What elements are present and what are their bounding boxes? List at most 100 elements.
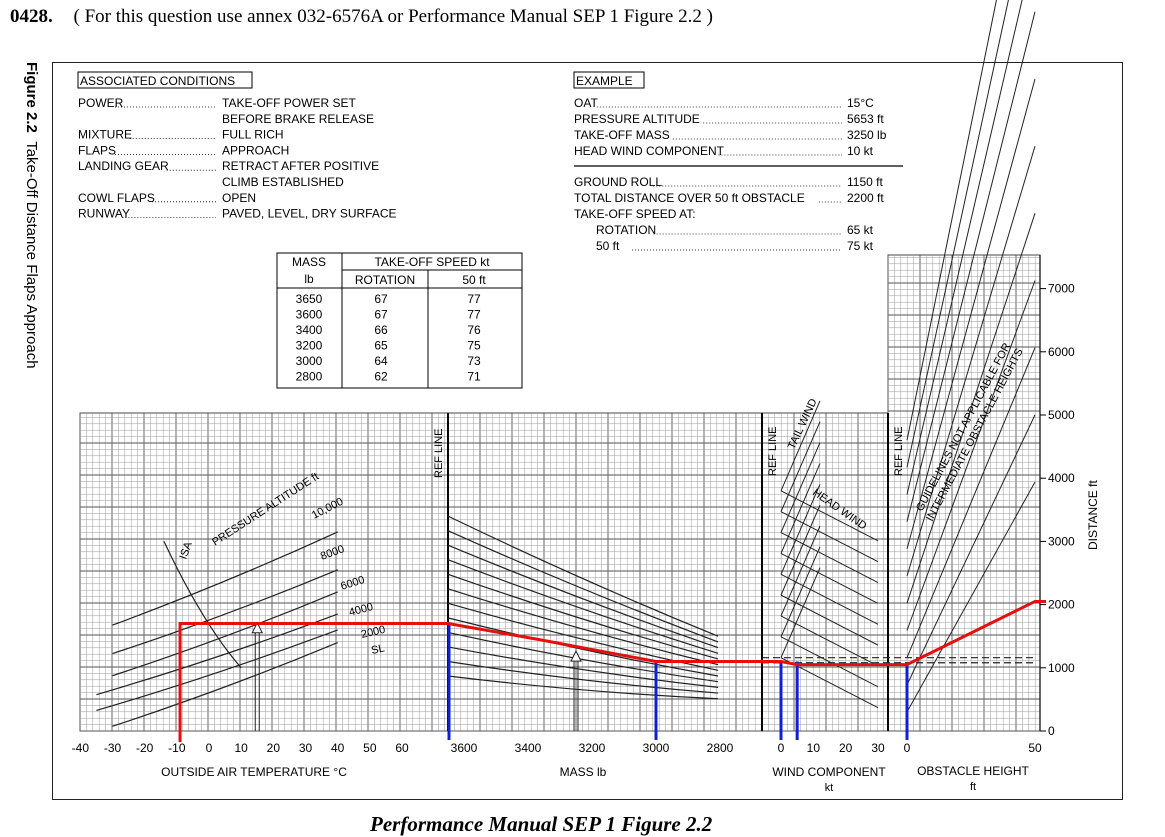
example-result-label: 50 ft xyxy=(596,239,620,253)
obstacle-axis-label: OBSTACLE HEIGHT xyxy=(917,764,1029,778)
condition-value: APPROACH xyxy=(222,143,289,157)
col-50ft: 50 ft xyxy=(462,273,486,287)
speed-table: MASS lb TAKE-OFF SPEED kt ROTATION 50 ft… xyxy=(276,252,523,389)
distance-tick: 1000 xyxy=(1048,661,1075,675)
example-result-label: TOTAL DISTANCE OVER 50 ft OBSTACLE xyxy=(574,191,805,205)
condition-label: RUNWAY xyxy=(78,207,130,221)
speed-rotation: 62 xyxy=(374,370,388,384)
oat-tick: 50 xyxy=(363,741,377,755)
distance-tick: 5000 xyxy=(1048,408,1075,422)
col-mass-unit: lb xyxy=(304,272,314,286)
distance-tick: 4000 xyxy=(1048,471,1075,485)
condition-label: COWL FLAPS xyxy=(78,191,155,205)
condition-value: RETRACT AFTER POSITIVE xyxy=(222,159,379,173)
chart-grids xyxy=(79,254,1041,732)
speed-rotation: 64 xyxy=(374,354,388,368)
oat-tick: -40 xyxy=(72,741,90,755)
speed-rotation: 65 xyxy=(374,339,388,353)
speed-mass: 2800 xyxy=(296,370,323,384)
distance-tick: 0 xyxy=(1048,724,1055,738)
mass-tick: 3200 xyxy=(579,741,606,755)
ref-line-label-obstacle: REF LINE xyxy=(893,426,905,476)
wind-tick: 10 xyxy=(807,741,821,755)
oat-tick: 60 xyxy=(395,741,409,755)
example-result-value: 1150 ft xyxy=(847,175,883,189)
condition-value: BEFORE BRAKE RELEASE xyxy=(222,112,374,126)
example-result-value: 75 kt xyxy=(847,239,874,253)
mass-tick: 2800 xyxy=(707,741,734,755)
col-mass: MASS xyxy=(292,255,326,269)
speed-50ft: 71 xyxy=(467,370,481,384)
ref-line-label-mass: REF LINE xyxy=(433,428,445,478)
oat-tick: 40 xyxy=(331,741,345,755)
example-result-label: GROUND ROLL xyxy=(574,175,662,189)
speed-rotation: 67 xyxy=(374,308,388,322)
example-label: OAT xyxy=(574,96,598,110)
speed-mass: 3600 xyxy=(296,308,323,322)
speed-50ft: 75 xyxy=(467,339,481,353)
conditions-heading: ASSOCIATED CONDITIONS xyxy=(80,74,235,88)
speed-50ft: 73 xyxy=(467,354,481,368)
chart-curves xyxy=(96,0,1036,731)
isa-label: ISA xyxy=(178,540,196,561)
distance-axis-label: DISTANCE ft xyxy=(1086,480,1100,550)
distance-tick: 6000 xyxy=(1048,345,1075,359)
example-label: PRESSURE ALTITUDE xyxy=(574,112,700,126)
condition-label: FLAPS xyxy=(78,143,116,157)
marker-lines xyxy=(447,623,909,740)
mass-tick: 3000 xyxy=(643,741,670,755)
oat-tick: -30 xyxy=(104,741,122,755)
col-speed: TAKE-OFF SPEED kt xyxy=(374,255,490,269)
distance-tick: 7000 xyxy=(1048,282,1075,296)
speed-mass: 3200 xyxy=(296,339,323,353)
example-label: TAKE-OFF MASS xyxy=(574,128,670,142)
solution-line xyxy=(178,599,1046,742)
speed-50ft: 77 xyxy=(467,292,481,306)
figure-frame xyxy=(52,62,1123,800)
distance-tick: 3000 xyxy=(1048,534,1075,548)
speed-rotation: 66 xyxy=(374,323,388,337)
oat-tick: 0 xyxy=(206,741,213,755)
condition-label: POWER xyxy=(78,96,124,110)
speed-mass: 3000 xyxy=(296,354,323,368)
wind-axis-label: WIND COMPONENT xyxy=(772,765,886,779)
condition-value: FULL RICH xyxy=(222,128,284,142)
solution-path xyxy=(178,599,1046,742)
condition-label: LANDING GEAR xyxy=(78,159,169,173)
associated-conditions: ASSOCIATED CONDITIONS POWER TAKE-OFF POWE… xyxy=(77,71,397,221)
distance-tick: 2000 xyxy=(1048,598,1075,612)
speed-rotation: 67 xyxy=(374,292,388,306)
example-value: 5653 ft xyxy=(847,112,884,126)
altitude-label: SL xyxy=(370,642,386,657)
condition-value: CLIMB ESTABLISHED xyxy=(222,175,344,189)
speed-mass: 3400 xyxy=(296,323,323,337)
oat-axis-label: OUTSIDE AIR TEMPERATURE °C xyxy=(161,765,347,779)
condition-value: OPEN xyxy=(222,191,256,205)
example-result-value: 65 kt xyxy=(847,223,874,237)
speed-mass: 3650 xyxy=(296,292,323,306)
oat-tick: -20 xyxy=(136,741,154,755)
question-header: 0428. ( For this question use annex 032-… xyxy=(10,6,713,28)
oat-tick: -10 xyxy=(168,741,186,755)
oat-tick: 30 xyxy=(299,741,313,755)
mass-tick: 3400 xyxy=(515,741,542,755)
speed-50ft: 77 xyxy=(467,308,481,322)
condition-label: MIXTURE xyxy=(78,128,132,142)
wind-axis-unit: kt xyxy=(825,782,834,794)
ref-line-label-wind: REF LINE xyxy=(767,426,779,476)
altitude-label: 2000 xyxy=(360,624,387,641)
example-heading: EXAMPLE xyxy=(576,74,633,88)
condition-value: TAKE-OFF POWER SET xyxy=(222,96,356,110)
question-text: ( For this question use annex 032-6576A … xyxy=(73,6,713,27)
obstacle-tick: 0 xyxy=(904,741,911,755)
question-number: 0428. xyxy=(10,6,53,27)
wind-tick: 20 xyxy=(839,741,853,755)
example-result-value: 2200 ft xyxy=(847,191,884,205)
oat-tick: 20 xyxy=(267,741,281,755)
figure-caption: Performance Manual SEP 1 Figure 2.2 xyxy=(370,812,713,836)
col-rotation: ROTATION xyxy=(355,273,415,287)
chart-axes: -40 -30 -20 -10 0 10 20 30 40 50 60 3600 3400 3200 300… xyxy=(72,282,1100,794)
condition-value: PAVED, LEVEL, DRY SURFACE xyxy=(222,207,397,221)
mass-tick: 3600 xyxy=(451,741,478,755)
